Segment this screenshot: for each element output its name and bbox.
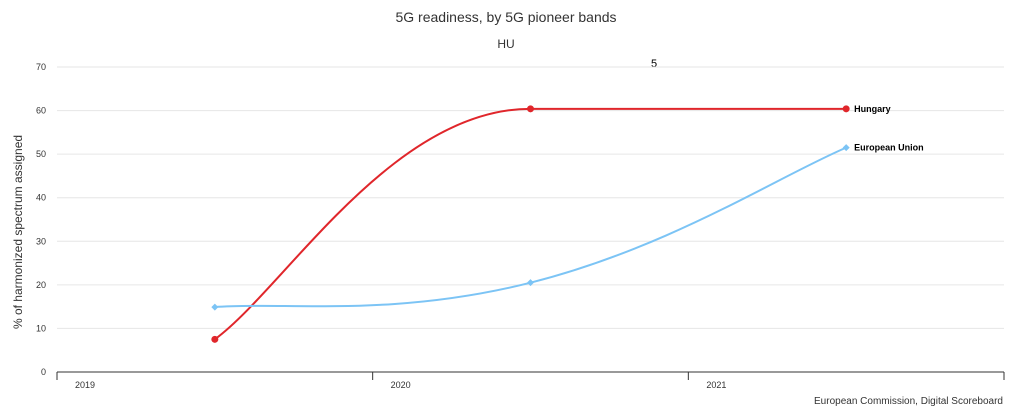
y-tick-label: 60 <box>36 106 46 116</box>
series-line-hungary <box>214 107 847 341</box>
chart-subtitle: HU <box>497 37 515 51</box>
data-point <box>527 279 534 287</box>
data-point <box>842 144 850 152</box>
chart-annotation: 5 <box>651 58 658 70</box>
x-tick-label: 2021 <box>706 380 726 390</box>
y-tick-label: 20 <box>36 280 46 290</box>
data-point <box>211 335 219 343</box>
y-tick-label: 10 <box>36 323 46 333</box>
y-tick-label: 70 <box>36 62 46 72</box>
series-end-label: European Union <box>854 143 924 153</box>
y-tick-label: 40 <box>36 193 46 203</box>
chart-title: 5G readiness, by 5G pioneer bands <box>395 9 617 25</box>
data-point <box>527 105 534 113</box>
y-tick-label: 30 <box>36 236 46 246</box>
data-point <box>842 105 850 113</box>
x-tick-label: 2020 <box>391 380 411 390</box>
series-end-label: Hungary <box>854 104 891 114</box>
y-tick-label: 50 <box>36 149 46 159</box>
y-tick-labels: 0 10 20 30 40 50 60 70 <box>36 62 46 377</box>
y-tick-label: 0 <box>41 367 46 377</box>
data-point <box>211 303 219 311</box>
chart-credits[interactable]: European Commission, Digital Scoreboard <box>814 396 1003 407</box>
series-group: Hungary European Union <box>211 104 924 343</box>
x-axis: 2019 2020 2021 <box>56 371 1005 390</box>
x-tick-label: 2019 <box>75 380 95 390</box>
